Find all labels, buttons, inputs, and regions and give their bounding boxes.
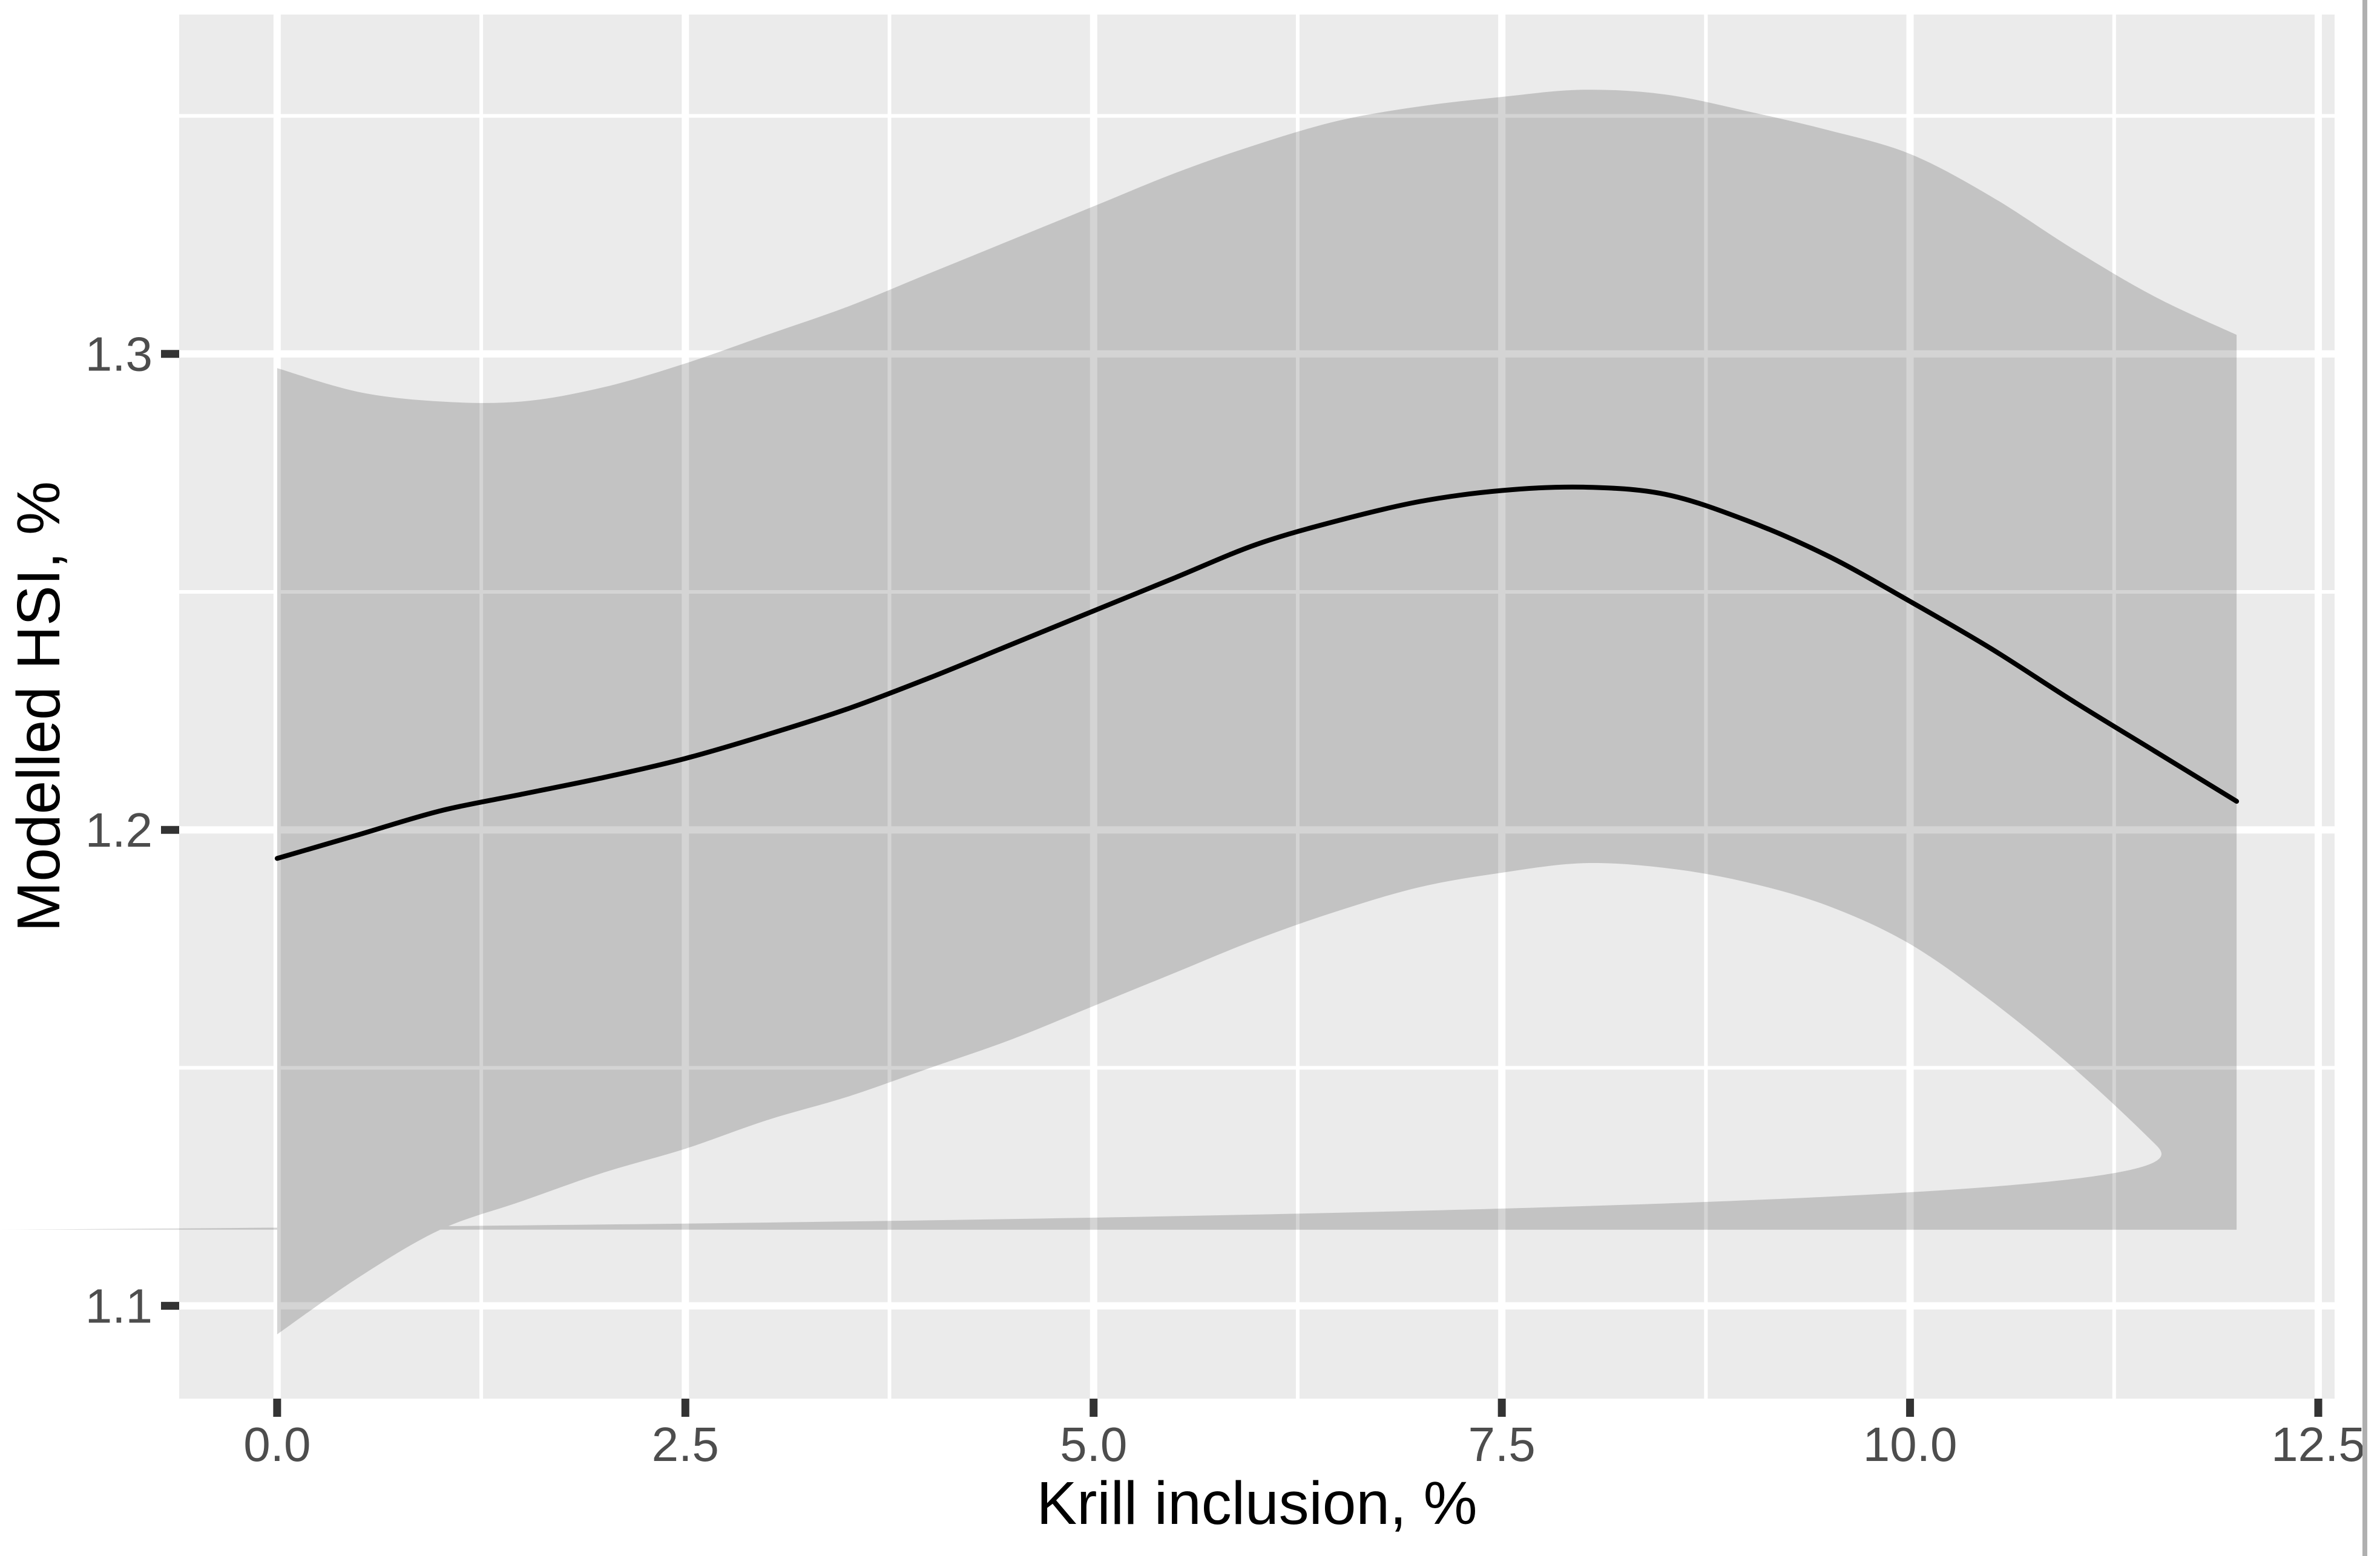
confidence-ribbon [0,90,2237,1334]
gridline-layer [179,15,2335,1399]
panel-background [179,15,2335,1399]
smooth-line [274,484,2240,861]
x-tick-label: 12.5 [2271,1417,2365,1471]
y-tick-label: 1.2 [85,803,153,857]
y-tick-label: 1.1 [85,1279,153,1333]
y-axis-title: Modelled HSI, % [5,481,73,932]
axis-layer: 0.0 2.5 5.0 7.5 10.0 12.5 1.1 1.2 1.3 [85,327,2365,1471]
x-axis-title: Krill inclusion, % [1036,1469,1477,1537]
x-tick-label: 0.0 [243,1417,311,1471]
x-tick-label: 7.5 [1468,1417,1536,1471]
window-right-border [2362,0,2367,1556]
y-tick-label: 1.3 [85,327,153,381]
panel-layer [179,15,2335,1399]
x-tick-label: 10.0 [1863,1417,1958,1471]
data-layer [0,90,2240,1334]
x-tick-label: 2.5 [652,1417,719,1471]
x-tick-label: 5.0 [1060,1417,1127,1471]
